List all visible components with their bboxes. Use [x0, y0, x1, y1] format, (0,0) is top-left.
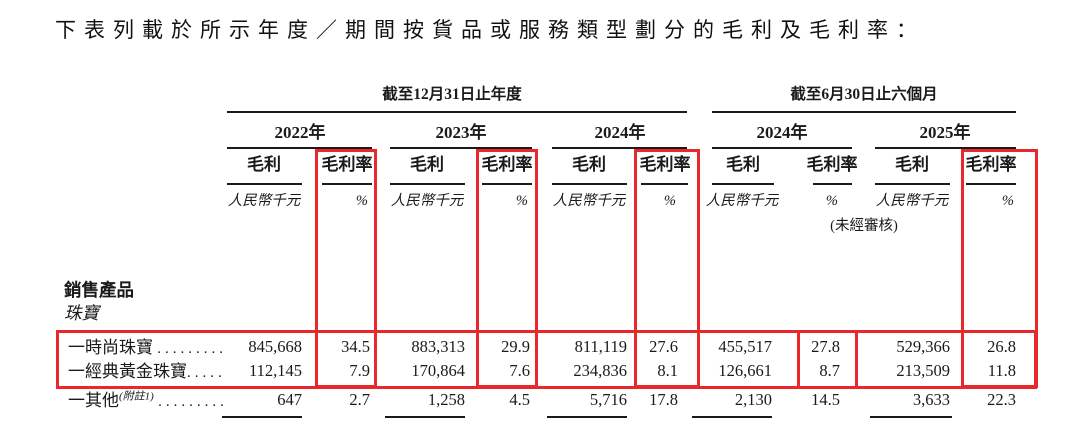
- year-rule: [712, 147, 852, 149]
- cell-margin-2024h: 8.7: [819, 361, 840, 380]
- row-label-fashion-jewelry: 一時尚珠寶 .........: [68, 338, 227, 358]
- cell-gp-2025: 213,509: [896, 361, 950, 380]
- cell-margin-2024h: 14.5: [811, 390, 840, 409]
- year-2024-interim: 2024年: [756, 123, 808, 142]
- period-group-annual: 截至12月31日止年度: [382, 86, 522, 103]
- dot-leaders: .........: [157, 341, 227, 357]
- period-group-interim: 截至6月30日止六個月: [790, 86, 938, 103]
- row-label-text: 一時尚珠寶: [68, 338, 153, 357]
- cell-margin-2023: 7.6: [509, 361, 530, 380]
- section-header-products: 銷售產品: [64, 280, 134, 300]
- cell-gp-2023: 170,864: [411, 361, 465, 380]
- unaudited-note: (未經審核): [830, 218, 898, 234]
- row-footnote: (附註1): [119, 390, 154, 403]
- row-label-classic-gold-jewelry: 一經典黃金珠寶.....: [68, 362, 226, 382]
- cell-margin-2025: 26.8: [987, 337, 1016, 356]
- cell-margin-2022: 7.9: [349, 361, 370, 380]
- col-header-gross-profit: 毛利: [895, 155, 929, 174]
- col-header-margin: 毛利率: [481, 155, 533, 174]
- row-label-others: 一其他(附註1) .........: [68, 391, 228, 411]
- col-header-margin: 毛利率: [965, 155, 1017, 174]
- col-rule: [712, 183, 774, 185]
- col-header-gross-profit: 毛利: [726, 155, 760, 174]
- cell-gp-2023: 1,258: [427, 390, 465, 409]
- cell-gp-2024h: 126,661: [718, 361, 772, 380]
- cell-gp-2025: 529,366: [896, 337, 950, 356]
- col-rule: [966, 183, 1016, 185]
- subtotal-rule: [385, 416, 465, 418]
- unit-currency: 人民幣千元: [227, 193, 301, 209]
- unit-currency: 人民幣千元: [875, 193, 949, 209]
- year-rule: [227, 147, 372, 149]
- cell-gp-2025: 3,633: [912, 390, 950, 409]
- col-header-margin: 毛利率: [321, 155, 373, 174]
- cell-gp-2024h: 2,130: [734, 390, 772, 409]
- unit-percent: %: [1001, 193, 1014, 209]
- page-title: 下表列載於所示年度／期間按貨品或服務類型劃分的毛利及毛利率：: [55, 18, 925, 42]
- cell-margin-2024: 17.8: [649, 390, 678, 409]
- col-rule: [641, 183, 688, 185]
- cell-gp-2024: 5,716: [589, 390, 627, 409]
- group-rule-annual: [227, 111, 687, 113]
- unit-percent: %: [825, 193, 838, 209]
- subtotal-rule: [870, 416, 952, 418]
- year-rule: [875, 147, 1016, 149]
- col-rule: [227, 183, 302, 185]
- unit-currency: 人民幣千元: [552, 193, 626, 209]
- group-rule-interim: [712, 111, 1016, 113]
- dot-leaders: .....: [187, 365, 226, 381]
- cell-margin-2025: 11.8: [987, 361, 1016, 380]
- subtotal-rule: [547, 416, 627, 418]
- year-2025: 2025年: [919, 123, 971, 142]
- cell-margin-2024: 27.6: [649, 337, 678, 356]
- col-rule: [482, 183, 532, 185]
- dot-leaders: .........: [158, 394, 228, 410]
- col-header-margin: 毛利率: [639, 155, 691, 174]
- cell-gp-2024: 811,119: [574, 337, 627, 356]
- subtotal-rule: [692, 416, 772, 418]
- row-label-text: 一其他: [68, 391, 119, 410]
- year-rule: [390, 147, 532, 149]
- year-rule: [552, 147, 687, 149]
- subsection-header-jewelry: 珠寶: [64, 303, 99, 323]
- col-rule: [813, 183, 852, 185]
- col-rule: [552, 183, 627, 185]
- col-header-gross-profit: 毛利: [247, 155, 281, 174]
- cell-margin-2025: 22.3: [987, 390, 1016, 409]
- cell-margin-2023: 29.9: [501, 337, 530, 356]
- cell-gp-2022: 112,145: [248, 361, 302, 380]
- cell-margin-2022: 2.7: [349, 390, 370, 409]
- unit-percent: %: [663, 193, 676, 209]
- cell-margin-2024h: 27.8: [811, 337, 840, 356]
- year-2023: 2023年: [435, 123, 487, 142]
- cell-gp-2023: 883,313: [411, 337, 465, 356]
- cell-gp-2024h: 455,517: [718, 337, 772, 356]
- cell-margin-2022: 34.5: [341, 337, 370, 356]
- cell-gp-2022: 845,668: [248, 337, 302, 356]
- cell-margin-2023: 4.5: [509, 390, 530, 409]
- cell-margin-2024: 8.1: [657, 361, 678, 380]
- subtotal-rule: [222, 416, 302, 418]
- unit-percent: %: [355, 193, 368, 209]
- col-rule: [322, 183, 372, 185]
- col-header-gross-profit: 毛利: [410, 155, 444, 174]
- highlight-box-jewelry-rows: [56, 330, 1037, 389]
- unit-currency: 人民幣千元: [705, 193, 779, 209]
- year-2022: 2022年: [274, 123, 326, 142]
- unit-percent: %: [515, 193, 528, 209]
- year-2024-annual: 2024年: [594, 123, 646, 142]
- cell-gp-2024: 234,836: [573, 361, 627, 380]
- row-label-text: 一經典黃金珠寶: [68, 362, 187, 381]
- col-rule: [875, 183, 950, 185]
- unit-currency: 人民幣千元: [390, 193, 464, 209]
- col-header-gross-profit: 毛利: [572, 155, 606, 174]
- col-rule: [390, 183, 465, 185]
- col-header-margin: 毛利率: [806, 155, 858, 174]
- cell-gp-2022: 647: [277, 390, 302, 409]
